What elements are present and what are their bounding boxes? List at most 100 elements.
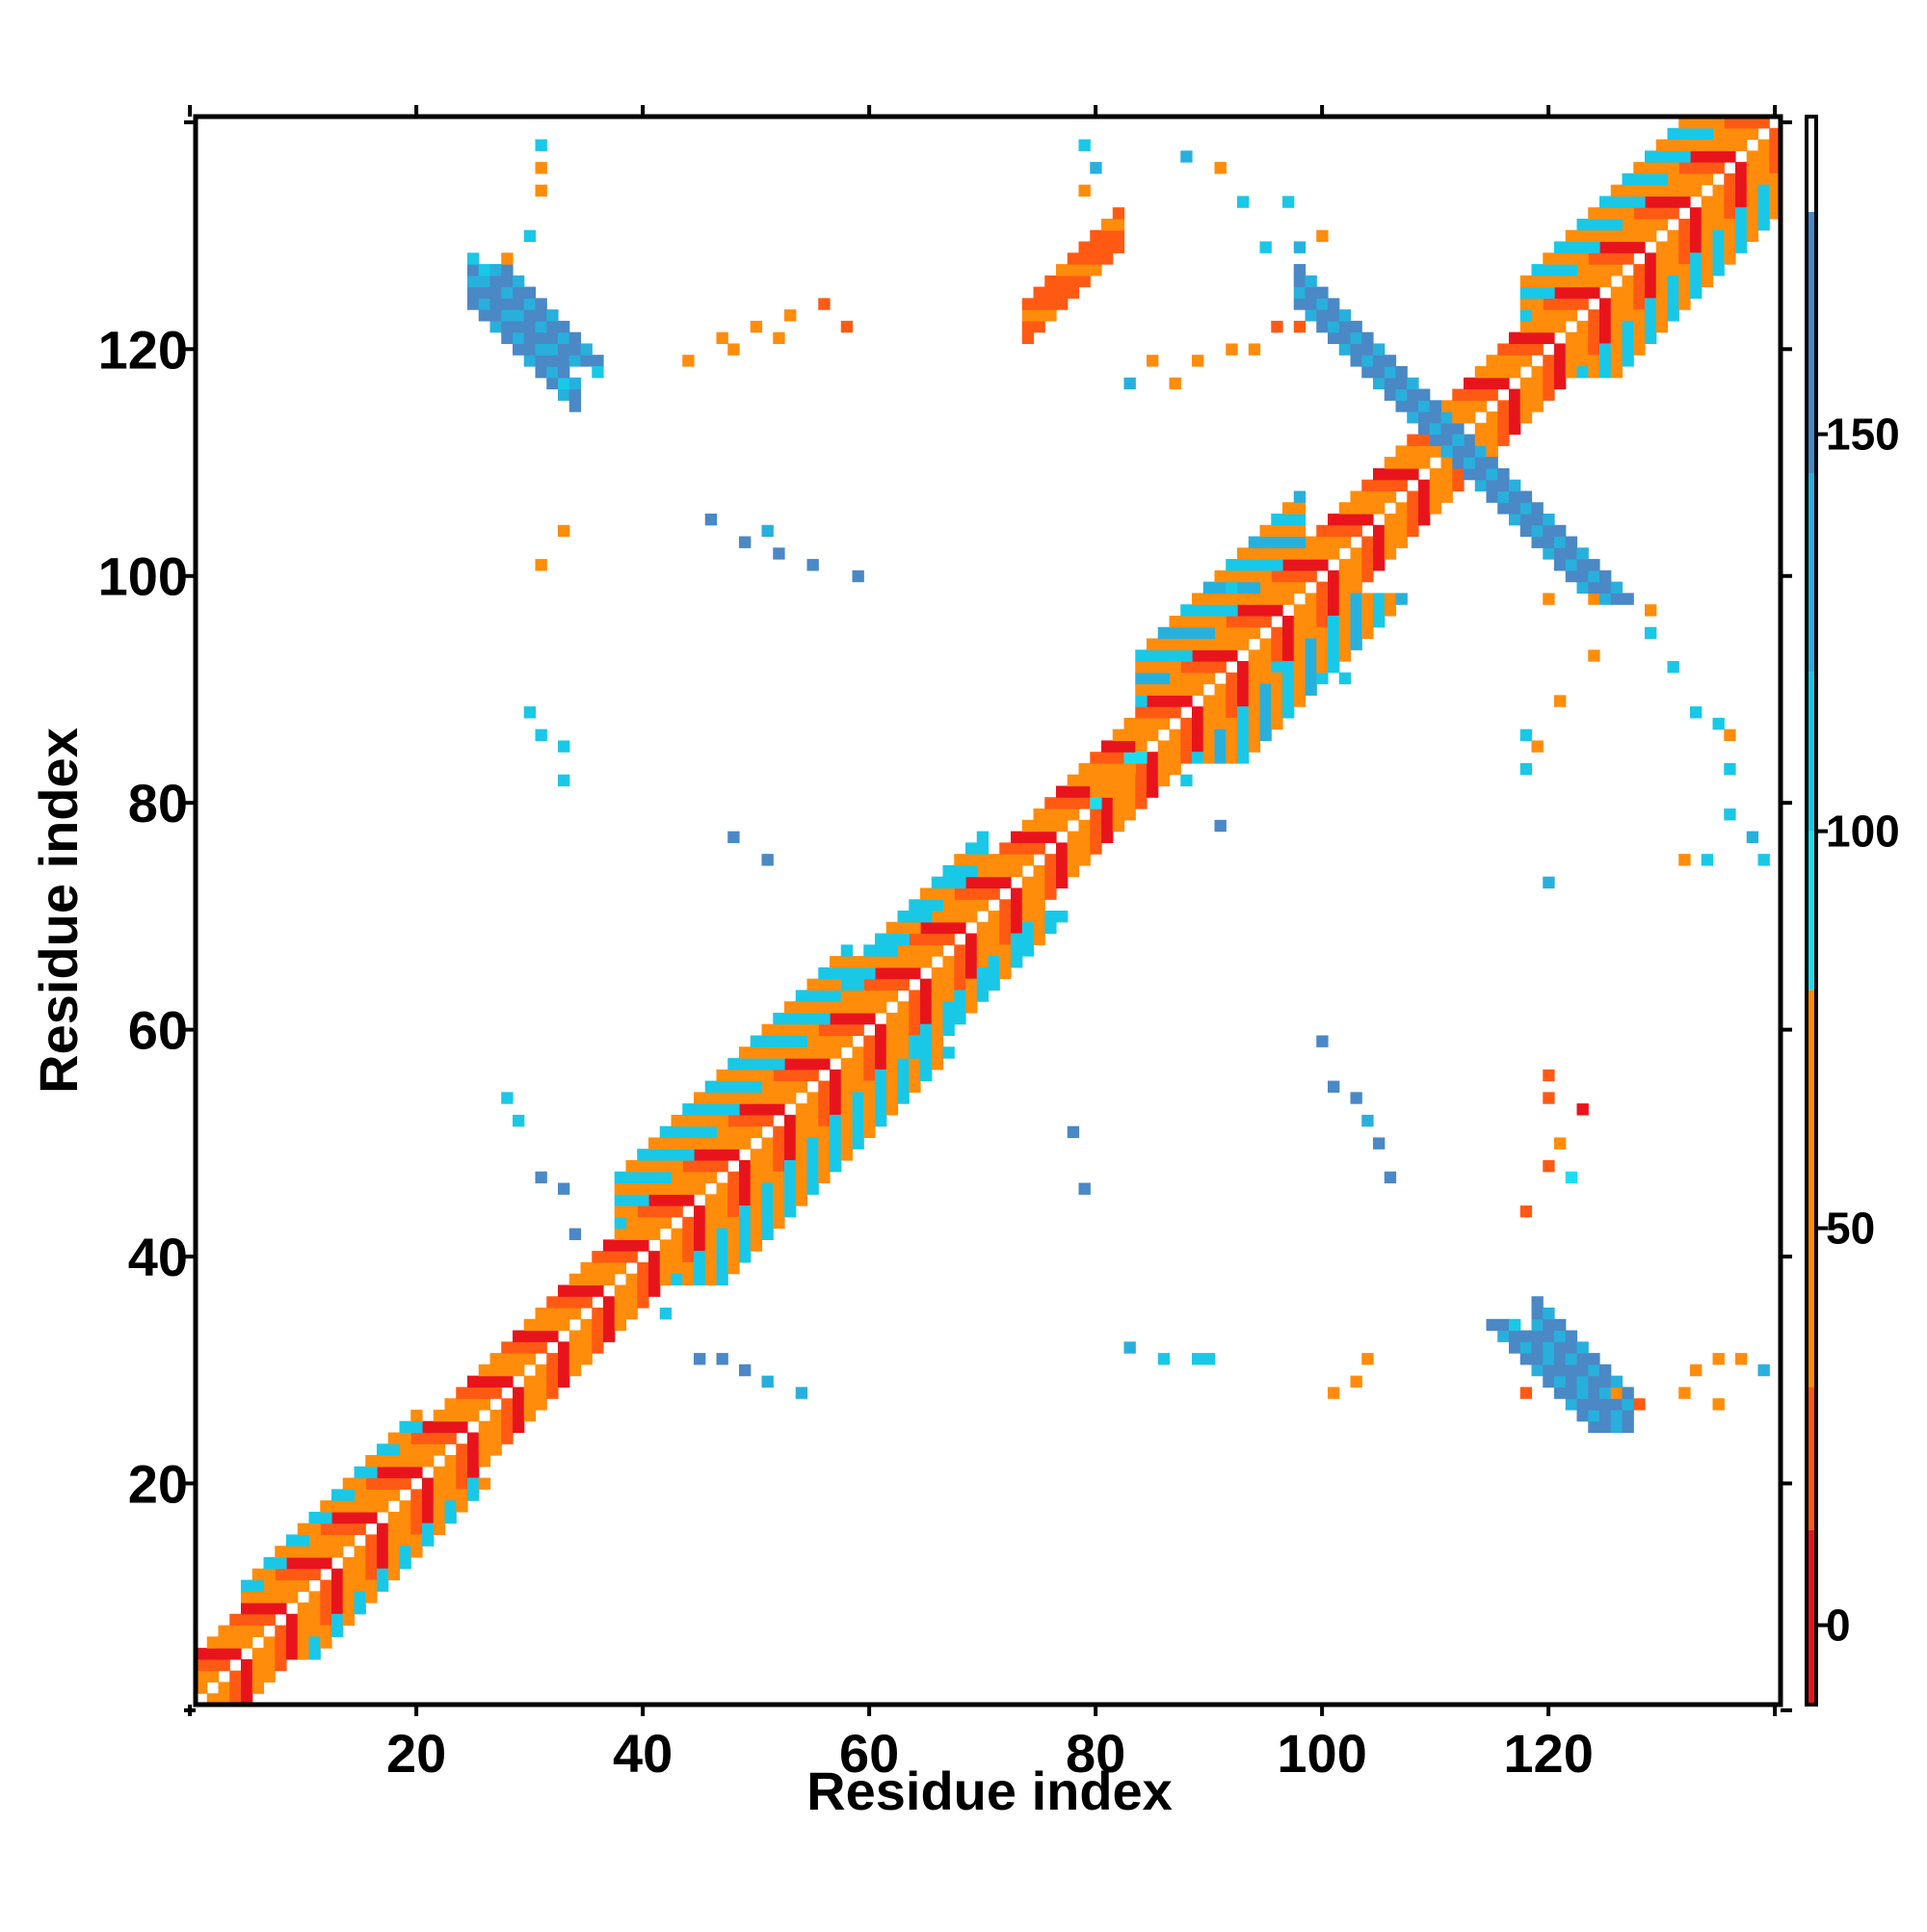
heatmap-cell	[501, 1432, 514, 1444]
heatmap-cell	[1384, 593, 1397, 605]
heatmap-cell	[1543, 876, 1555, 889]
heatmap-cell	[795, 1194, 808, 1206]
heatmap-cell	[806, 1171, 819, 1184]
heatmap-cell	[433, 1420, 446, 1434]
heatmap-cell	[1712, 218, 1725, 231]
heatmap-cell	[852, 1023, 864, 1037]
heatmap-cell	[1464, 457, 1476, 469]
heatmap-cell	[1622, 1409, 1634, 1422]
heatmap-cell	[501, 1398, 514, 1411]
heatmap-cell	[637, 1296, 649, 1309]
heatmap-cell	[1519, 355, 1533, 367]
heatmap-cell	[1226, 717, 1238, 730]
heatmap-cell	[1418, 514, 1431, 526]
heatmap-cell	[1259, 717, 1272, 730]
heatmap-cell	[1576, 298, 1589, 310]
heatmap-cell	[444, 1398, 457, 1411]
heatmap-cell	[1373, 559, 1386, 571]
heatmap-cell	[1622, 229, 1634, 243]
heatmap-cell	[1429, 479, 1442, 492]
heatmap-cell	[1271, 706, 1283, 719]
heatmap-cell	[558, 320, 570, 333]
heatmap-cell	[885, 921, 899, 935]
heatmap-cell	[467, 1375, 480, 1388]
heatmap-cell	[1384, 514, 1397, 526]
heatmap-cell	[750, 1103, 763, 1116]
heatmap-cell	[1667, 264, 1679, 277]
heatmap-cell	[727, 1058, 740, 1071]
heatmap-cell	[387, 1443, 401, 1456]
heatmap-cell	[1554, 536, 1567, 548]
heatmap-cell	[840, 320, 854, 333]
heatmap-cell	[1543, 1363, 1555, 1377]
heatmap-cell	[1678, 286, 1691, 299]
heatmap-cell	[1282, 695, 1295, 707]
heatmap-cell	[592, 1308, 604, 1320]
heatmap-cell	[1531, 524, 1544, 538]
heatmap-cell	[1633, 343, 1646, 356]
heatmap-cell	[999, 933, 1012, 945]
heatmap-cell	[1645, 286, 1657, 299]
heatmap-cell	[1078, 831, 1091, 843]
heatmap-cell	[682, 1216, 695, 1230]
heatmap-cell	[1056, 864, 1069, 878]
heatmap-cell	[1543, 377, 1555, 390]
heatmap-cell	[568, 400, 582, 412]
heatmap-cell	[727, 1171, 740, 1184]
heatmap-cell	[444, 1477, 457, 1490]
heatmap-cell	[1757, 207, 1770, 220]
heatmap-cell	[1407, 490, 1419, 503]
heatmap-cell	[1214, 615, 1227, 628]
heatmap-cell	[1226, 343, 1238, 356]
heatmap-cell	[1384, 547, 1397, 560]
heatmap-cell	[637, 1182, 649, 1195]
heatmap-cell	[909, 956, 921, 968]
heatmap-cell	[1519, 320, 1533, 333]
heatmap-cell	[716, 1125, 728, 1139]
heatmap-cell	[1395, 593, 1408, 605]
heatmap-cell	[1712, 117, 1725, 129]
heatmap-cell	[1486, 490, 1498, 503]
heatmap-cell	[1519, 502, 1533, 515]
heatmap-cell	[761, 524, 774, 538]
heatmap-cell	[1282, 514, 1295, 526]
heatmap-cell	[1226, 604, 1238, 617]
heatmap-cell	[1452, 479, 1465, 492]
heatmap-cell	[1101, 218, 1114, 231]
heatmap-cell	[806, 1114, 819, 1127]
heatmap-cell	[954, 1001, 966, 1014]
heatmap-cell	[1147, 649, 1159, 662]
heatmap-cell	[241, 1579, 253, 1592]
heatmap-cell	[1633, 275, 1646, 288]
heatmap-cell	[806, 1103, 819, 1116]
heatmap-cell	[1011, 899, 1023, 912]
heatmap-cell	[1192, 638, 1204, 650]
heatmap-cell	[897, 1058, 910, 1071]
heatmap-cell	[648, 1194, 661, 1206]
heatmap-cell	[1373, 1137, 1386, 1150]
heatmap-cell	[558, 1182, 570, 1195]
heatmap-cell	[1226, 569, 1238, 583]
heatmap-cell	[1440, 457, 1453, 469]
heatmap-cell	[1147, 762, 1159, 776]
heatmap-cell	[1543, 514, 1555, 526]
heatmap-cell	[942, 956, 955, 968]
heatmap-cell	[999, 921, 1012, 935]
heatmap-cell	[750, 1159, 763, 1173]
heatmap-cell	[1429, 467, 1442, 481]
heatmap-cell	[1328, 514, 1340, 526]
heatmap-cell	[806, 1137, 819, 1150]
heatmap-cell	[885, 956, 899, 968]
heatmap-cell	[840, 1080, 854, 1093]
heatmap-cell	[1735, 241, 1748, 253]
heatmap-cell	[1044, 921, 1057, 935]
heatmap-cell	[1655, 309, 1669, 322]
heatmap-cell	[875, 933, 887, 945]
heatmap-cell	[1259, 695, 1272, 707]
heatmap-cell	[1509, 1330, 1521, 1342]
heatmap-cell	[795, 1058, 808, 1071]
heatmap-cell	[1033, 899, 1045, 912]
heatmap-cell	[513, 298, 525, 310]
heatmap-cell	[1531, 365, 1544, 379]
heatmap-cell	[354, 1522, 366, 1536]
